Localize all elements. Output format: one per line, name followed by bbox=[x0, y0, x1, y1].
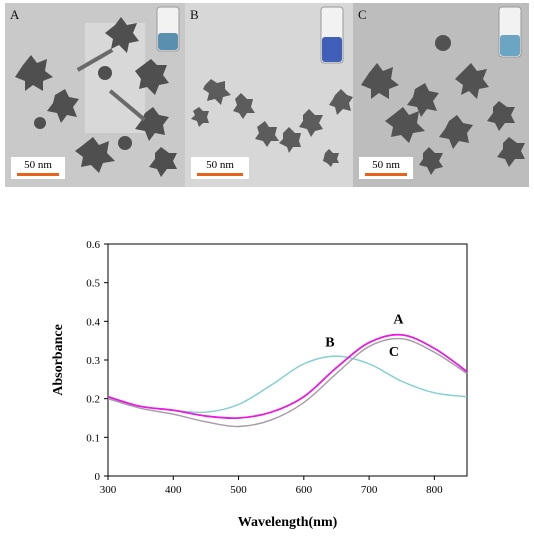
scale-bar-b: 50 nm bbox=[191, 157, 249, 179]
curve-label-b: B bbox=[325, 335, 334, 350]
y-tick-label: 0 bbox=[95, 471, 101, 483]
curve-label-c: C bbox=[389, 345, 399, 360]
vial-icon bbox=[498, 6, 522, 58]
tem-panel-c: C 50 nm bbox=[353, 3, 529, 187]
scale-text-a: 50 nm bbox=[24, 159, 52, 171]
scale-line-b bbox=[197, 173, 243, 176]
x-tick-label: 300 bbox=[100, 484, 117, 496]
x-tick-label: 500 bbox=[230, 484, 247, 496]
x-axis-label: Wavelength(nm) bbox=[238, 515, 338, 530]
tem-panel-a: A 50 nm bbox=[5, 3, 185, 187]
y-tick-label: 0.4 bbox=[86, 316, 100, 328]
chart-annotations: A B C bbox=[325, 312, 404, 360]
x-tick-label: 700 bbox=[361, 484, 378, 496]
panel-label-c: C bbox=[358, 7, 367, 22]
y-tick-label: 0.6 bbox=[86, 239, 100, 251]
plot-frame bbox=[107, 243, 468, 477]
tem-image-c bbox=[353, 3, 529, 187]
series-line-b bbox=[107, 355, 468, 414]
y-tick-label: 0.3 bbox=[86, 355, 100, 367]
tem-image-b bbox=[185, 3, 353, 187]
tem-image-a bbox=[5, 3, 185, 187]
y-tick-label: 0.5 bbox=[86, 278, 100, 290]
scale-text-b: 50 nm bbox=[206, 159, 234, 171]
chart-axes: 300 400 500 600 700 800 0 0.1 0.2 0.3 0.4 0.5 0.6 bbox=[86, 239, 468, 496]
tem-panel-b: B 50 nm bbox=[185, 3, 353, 187]
scale-line-a bbox=[17, 173, 59, 176]
y-tick-label: 0.2 bbox=[86, 394, 100, 406]
y-tick-label: 0.1 bbox=[86, 432, 100, 444]
panel-label-b: B bbox=[190, 7, 199, 22]
vial-liquid bbox=[158, 33, 178, 50]
y-axis-label: Absorbance bbox=[51, 324, 66, 396]
x-tick-label: 400 bbox=[165, 484, 182, 496]
chart-series bbox=[107, 333, 468, 428]
absorbance-chart: 300 400 500 600 700 800 0 0.1 0.2 0.3 0.4 0.5 0.6 A B… bbox=[51, 239, 468, 530]
panel-label-a: A bbox=[10, 7, 20, 22]
x-tick-label: 800 bbox=[426, 484, 443, 496]
x-tick-label: 600 bbox=[296, 484, 313, 496]
vial-icon bbox=[156, 6, 180, 52]
vial-liquid bbox=[500, 35, 520, 56]
curve-label-a: A bbox=[393, 312, 404, 327]
series-line-c bbox=[107, 337, 468, 428]
scale-bar-a: 50 nm bbox=[11, 157, 65, 179]
scale-text-c: 50 nm bbox=[372, 159, 400, 171]
scale-line-c bbox=[365, 173, 407, 176]
vial-icon bbox=[320, 6, 344, 64]
series-line-a bbox=[107, 333, 468, 420]
scale-bar-c: 50 nm bbox=[359, 157, 413, 179]
vial-liquid bbox=[322, 37, 342, 62]
